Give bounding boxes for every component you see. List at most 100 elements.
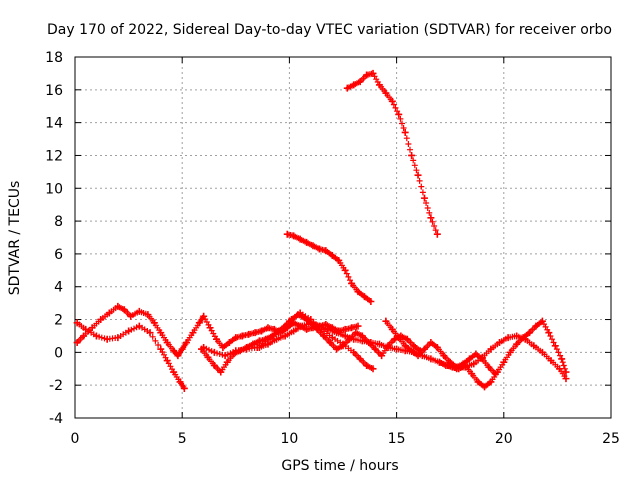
data-point <box>82 325 90 333</box>
plot-frame <box>74 56 612 419</box>
data-point <box>219 343 227 351</box>
data-point <box>322 247 330 255</box>
data-point <box>384 343 392 351</box>
data-point <box>382 317 390 325</box>
data-point <box>80 332 88 340</box>
data-point <box>163 339 171 347</box>
data-point <box>157 345 165 353</box>
data-point <box>420 345 428 353</box>
data-point <box>448 363 456 371</box>
data-point <box>73 339 81 347</box>
x-axis-label: GPS time / hours <box>281 458 398 474</box>
data-point <box>335 256 343 264</box>
data-point <box>519 334 527 342</box>
data-point <box>285 317 293 325</box>
y-tick-label: 0 <box>54 345 63 361</box>
data-point <box>174 352 182 360</box>
data-point <box>472 350 480 358</box>
data-point <box>298 322 306 330</box>
data-point <box>504 334 512 342</box>
data-point <box>526 329 534 337</box>
data-point <box>371 345 379 353</box>
data-point <box>382 89 390 97</box>
data-point <box>315 245 323 253</box>
data-point <box>210 348 218 356</box>
data-point <box>354 288 362 296</box>
data-point <box>403 335 411 343</box>
data-point <box>92 332 100 340</box>
data-point <box>303 238 311 246</box>
data-point <box>478 355 486 363</box>
data-point <box>328 334 336 342</box>
data-point <box>356 355 364 363</box>
data-point <box>367 297 375 305</box>
data-series <box>73 69 570 392</box>
data-point <box>170 347 178 355</box>
data-point <box>290 232 298 240</box>
data-point <box>545 329 553 337</box>
data-point <box>442 361 450 369</box>
data-point <box>395 334 403 342</box>
data-point <box>105 309 113 317</box>
data-point <box>487 378 495 386</box>
data-point <box>315 322 323 330</box>
data-point <box>163 357 171 365</box>
data-point <box>176 378 184 386</box>
data-point <box>275 329 283 337</box>
data-point <box>496 339 504 347</box>
data-point <box>200 343 208 351</box>
data-point <box>420 194 428 202</box>
data-point <box>360 293 368 301</box>
data-point <box>200 312 208 320</box>
data-point <box>363 361 371 369</box>
data-point <box>333 329 341 337</box>
data-point <box>354 322 362 330</box>
data-point <box>273 335 281 343</box>
data-point <box>487 345 495 353</box>
data-point <box>114 334 122 342</box>
data-point <box>135 322 143 330</box>
data-point <box>189 329 197 337</box>
data-point <box>348 324 356 332</box>
data-point <box>309 242 317 250</box>
data-point <box>369 69 377 77</box>
data-point <box>408 347 416 355</box>
x-tick-label: 10 <box>280 431 298 447</box>
data-point <box>88 324 96 332</box>
grid-lines <box>75 57 611 418</box>
data-point <box>290 327 298 335</box>
data-point <box>341 266 349 274</box>
data-point <box>390 335 398 343</box>
data-point <box>350 348 358 356</box>
data-point <box>97 316 105 324</box>
data-point <box>427 339 435 347</box>
data-point <box>125 327 133 335</box>
series-sat-i <box>343 69 441 238</box>
data-point <box>73 319 81 327</box>
data-point <box>296 235 304 243</box>
data-point <box>204 353 212 361</box>
data-point <box>120 306 128 314</box>
data-point <box>363 71 371 79</box>
data-point <box>440 352 448 360</box>
data-point <box>157 329 165 337</box>
data-point <box>414 352 422 360</box>
data-point <box>232 334 240 342</box>
data-point <box>307 319 315 327</box>
data-point <box>530 342 538 350</box>
data-point <box>339 340 347 348</box>
data-point <box>485 363 493 371</box>
data-point <box>182 339 190 347</box>
series-sat-f <box>382 317 499 378</box>
data-point <box>195 319 203 327</box>
data-point <box>388 325 396 333</box>
data-point <box>538 317 546 325</box>
y-tick-label: 14 <box>45 116 63 132</box>
data-point <box>455 365 463 373</box>
data-point <box>532 322 540 330</box>
data-point <box>556 365 564 373</box>
data-point <box>393 345 401 353</box>
y-tick-label: 16 <box>45 83 63 99</box>
data-point <box>558 355 566 363</box>
x-tick-label: 25 <box>602 431 620 447</box>
